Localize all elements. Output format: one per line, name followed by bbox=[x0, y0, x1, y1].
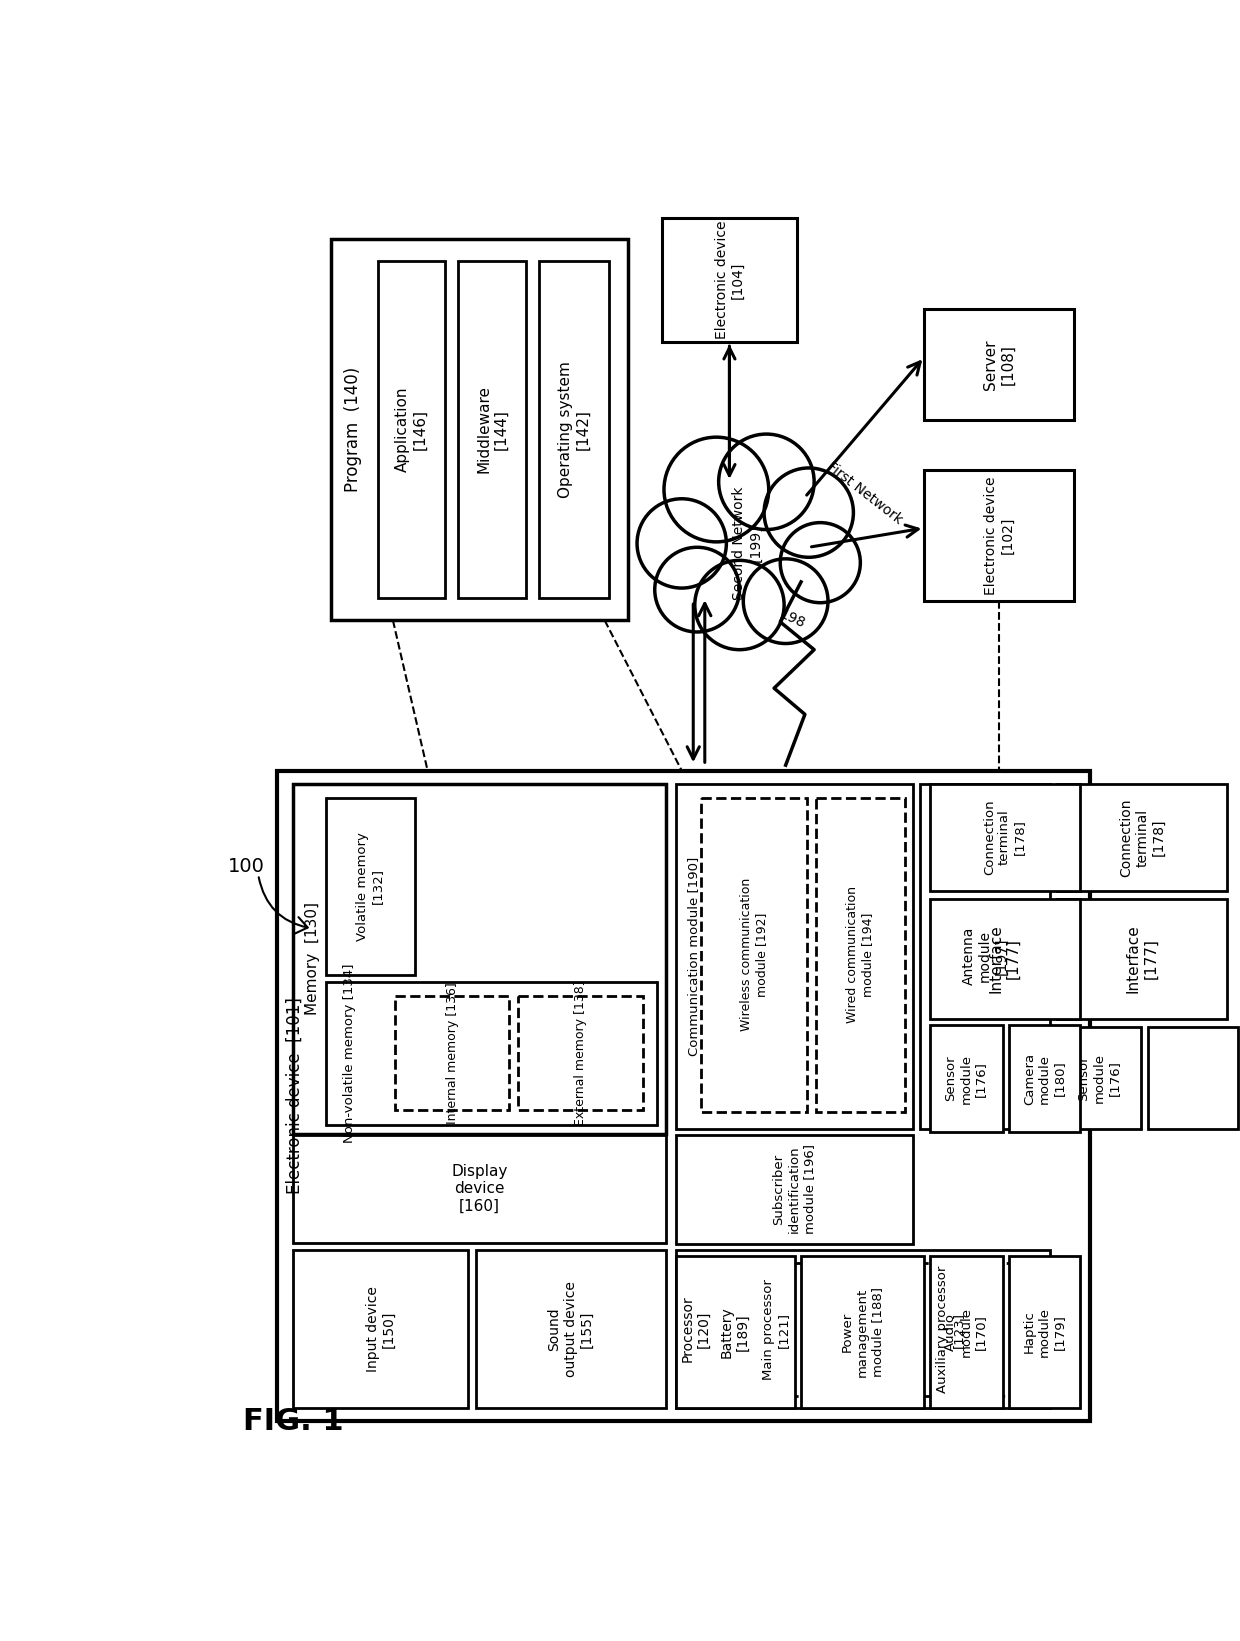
Bar bbox=[293, 784, 666, 1134]
Bar bbox=[676, 1136, 913, 1244]
Bar bbox=[701, 798, 807, 1111]
Text: Audio
module
[170]: Audio module [170] bbox=[945, 1306, 987, 1357]
Circle shape bbox=[655, 546, 739, 632]
Text: Wired communication
module [194]: Wired communication module [194] bbox=[847, 886, 874, 1022]
Text: Interface
[177]: Interface [177] bbox=[1126, 924, 1158, 993]
Bar bbox=[924, 309, 1074, 420]
Text: Input device
[150]: Input device [150] bbox=[366, 1287, 396, 1372]
Bar bbox=[704, 1264, 847, 1396]
Bar bbox=[476, 1250, 666, 1408]
Circle shape bbox=[780, 522, 861, 602]
Bar bbox=[930, 1024, 1003, 1132]
Text: Main processor
[121]: Main processor [121] bbox=[761, 1278, 790, 1380]
Bar bbox=[293, 1250, 469, 1408]
Text: Memory  [130]: Memory [130] bbox=[305, 903, 320, 1016]
Circle shape bbox=[764, 468, 853, 558]
Circle shape bbox=[743, 560, 828, 643]
Bar bbox=[1009, 1024, 1080, 1132]
Text: Electronic device
[104]: Electronic device [104] bbox=[714, 222, 745, 340]
Text: Haptic
module
[179]: Haptic module [179] bbox=[1023, 1306, 1066, 1357]
Bar bbox=[518, 996, 644, 1111]
Text: Camera
module
[180]: Camera module [180] bbox=[1023, 1052, 1066, 1104]
Bar bbox=[816, 798, 905, 1111]
Text: Second Network
[199]: Second Network [199] bbox=[732, 487, 763, 601]
Bar bbox=[930, 784, 1080, 891]
Text: First Network: First Network bbox=[823, 459, 905, 527]
Text: Wireless communication
module [192]: Wireless communication module [192] bbox=[740, 878, 768, 1031]
Text: Server
[108]: Server [108] bbox=[983, 340, 1016, 389]
Bar bbox=[326, 983, 657, 1124]
Circle shape bbox=[637, 499, 727, 587]
Bar bbox=[459, 261, 526, 597]
Bar bbox=[920, 784, 1050, 1129]
Text: 100: 100 bbox=[227, 857, 264, 876]
Bar bbox=[278, 771, 1090, 1421]
Text: Connection
terminal
[178]: Connection terminal [178] bbox=[983, 799, 1025, 875]
Text: Sound
output device
[155]: Sound output device [155] bbox=[548, 1282, 594, 1377]
FancyArrowPatch shape bbox=[259, 878, 308, 934]
Text: Communication module [190]: Communication module [190] bbox=[687, 857, 701, 1055]
Circle shape bbox=[694, 560, 784, 650]
Bar bbox=[1147, 1027, 1239, 1129]
Circle shape bbox=[663, 437, 769, 542]
Text: Operating system
[142]: Operating system [142] bbox=[558, 361, 590, 497]
Bar bbox=[930, 899, 1080, 1019]
Bar bbox=[930, 1255, 1003, 1408]
Bar bbox=[377, 261, 445, 597]
Text: Subscriber
identification
module [196]: Subscriber identification module [196] bbox=[773, 1144, 816, 1234]
Bar bbox=[924, 471, 1074, 601]
Text: Application
[146]: Application [146] bbox=[396, 387, 428, 473]
Circle shape bbox=[719, 435, 815, 530]
Text: Sensor
module
[176]: Sensor module [176] bbox=[1078, 1054, 1121, 1103]
Text: Display
device
[160]: Display device [160] bbox=[451, 1163, 507, 1214]
Bar bbox=[676, 1250, 1050, 1408]
Text: Connection
terminal
[178]: Connection terminal [178] bbox=[1118, 798, 1166, 876]
Text: Processor
[120]: Processor [120] bbox=[681, 1295, 711, 1362]
Text: Program  (140): Program (140) bbox=[343, 368, 362, 492]
Text: Power
management
module [188]: Power management module [188] bbox=[841, 1287, 884, 1377]
Bar bbox=[293, 1136, 666, 1242]
Bar bbox=[662, 218, 797, 341]
Bar bbox=[859, 1264, 1042, 1396]
Bar bbox=[539, 261, 609, 597]
Text: 198: 198 bbox=[776, 607, 807, 630]
Text: Volatile memory
[132]: Volatile memory [132] bbox=[356, 832, 384, 940]
Text: Auxiliary processor
[123]: Auxiliary processor [123] bbox=[936, 1265, 965, 1393]
Bar bbox=[326, 798, 414, 975]
Text: Interface
[177]: Interface [177] bbox=[988, 924, 1021, 993]
Text: External memory [138]: External memory [138] bbox=[574, 980, 588, 1126]
Bar bbox=[1058, 899, 1226, 1019]
Text: Non-volatile memory [134]: Non-volatile memory [134] bbox=[342, 963, 356, 1142]
Bar bbox=[1058, 1027, 1141, 1129]
Bar bbox=[331, 240, 627, 620]
Bar bbox=[676, 784, 913, 1129]
Bar bbox=[676, 1255, 795, 1408]
Text: Electronic device  [101]: Electronic device [101] bbox=[285, 998, 304, 1195]
Text: Antenna
module
[197]: Antenna module [197] bbox=[962, 927, 1008, 985]
Text: Sensor
module
[176]: Sensor module [176] bbox=[945, 1054, 987, 1103]
Bar bbox=[1058, 784, 1226, 891]
Text: FIG. 1: FIG. 1 bbox=[243, 1406, 343, 1436]
Text: Battery
[189]: Battery [189] bbox=[719, 1306, 750, 1357]
Bar bbox=[801, 1255, 924, 1408]
Text: Internal memory [136]: Internal memory [136] bbox=[445, 983, 459, 1124]
Text: Middleware
[144]: Middleware [144] bbox=[476, 386, 508, 474]
Text: Electronic device
[102]: Electronic device [102] bbox=[985, 476, 1014, 596]
Bar bbox=[1009, 1255, 1080, 1408]
Bar bbox=[396, 996, 510, 1111]
